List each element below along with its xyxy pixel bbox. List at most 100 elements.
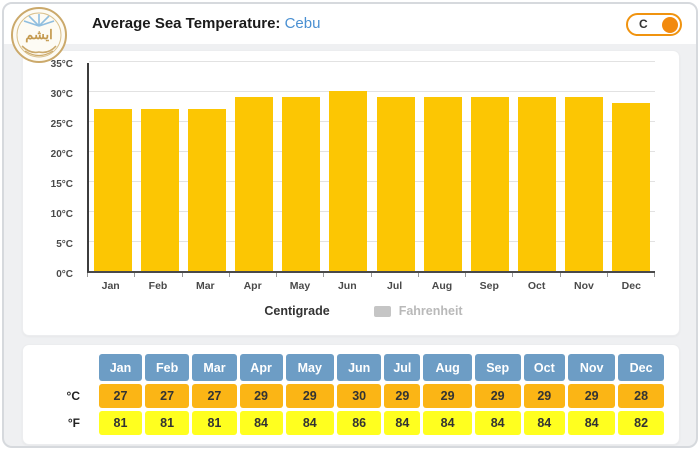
cell-f-jan: 81 <box>99 411 142 435</box>
unit-toggle-knob-icon <box>662 16 678 33</box>
title-text: Average Sea Temperature: <box>92 15 281 32</box>
page-title: Average Sea Temperature: Cebu <box>92 4 320 44</box>
cell-f-feb: 81 <box>144 411 190 435</box>
tick-dec <box>608 273 655 277</box>
bar-chart: 0°C 5°C 10°C 15°C 20°C 25°C 30°C 35°C <box>23 59 679 280</box>
unit-toggle-label: C <box>639 17 648 31</box>
tick-may <box>277 273 325 277</box>
site-logo-icon: ايشم <box>11 7 67 63</box>
row-label-celsius: °C <box>66 389 80 403</box>
table-header-jul: Jul <box>384 354 421 381</box>
legend-item-fahrenheit[interactable]: Fahrenheit <box>373 304 463 318</box>
bar-jul[interactable] <box>376 97 415 271</box>
table-header-may: May <box>285 354 335 381</box>
bar-feb[interactable] <box>140 109 179 271</box>
table-header-oct: Oct <box>523 354 566 381</box>
y-axis-label-15: 15°C <box>50 179 73 190</box>
bar-sep[interactable] <box>470 97 509 271</box>
tick-aug <box>419 273 466 277</box>
cell-c-mar: 27 <box>192 384 237 408</box>
tick-feb <box>135 273 183 277</box>
bar-oct[interactable] <box>517 97 556 271</box>
x-label-feb: Feb <box>148 280 168 292</box>
tick-jun <box>324 273 372 277</box>
y-axis-label-0: 0°C <box>56 269 73 280</box>
cell-f-jul: 84 <box>384 411 421 435</box>
gridline-5 <box>89 241 655 242</box>
tick-nov <box>561 273 608 277</box>
x-label-apr: Apr <box>243 280 262 292</box>
cell-f-nov: 84 <box>568 411 616 435</box>
bar-jun[interactable] <box>329 91 368 271</box>
cell-f-mar: 81 <box>192 411 237 435</box>
logo-text: ايشم <box>25 27 52 43</box>
x-axis-labels: Jan Feb Mar Apr May Jun Jul Aug Sep Oct Nov Dec <box>87 280 655 292</box>
table-header-jan: Jan <box>99 354 142 381</box>
tick-jul <box>372 273 419 277</box>
cell-f-may: 84 <box>285 411 335 435</box>
x-label-jul: Jul <box>387 280 403 292</box>
bar-nov[interactable] <box>565 97 604 271</box>
x-label-nov: Nov <box>574 280 594 292</box>
table-header-feb: Feb <box>144 354 190 381</box>
bars <box>89 63 655 271</box>
cell-c-apr: 29 <box>239 384 283 408</box>
y-axis: 0°C 5°C 10°C 15°C 20°C 25°C 30°C 35°C <box>23 59 87 280</box>
table-header-jun: Jun <box>337 354 382 381</box>
plot-area <box>87 61 655 273</box>
legend-fahrenheit-label: Fahrenheit <box>398 304 463 318</box>
cell-f-sep: 84 <box>474 411 521 435</box>
bar-jan[interactable] <box>93 109 132 271</box>
x-label-aug: Aug <box>431 280 453 292</box>
bar-dec[interactable] <box>612 103 651 271</box>
tick-oct <box>513 273 561 277</box>
cell-c-aug: 29 <box>423 384 472 408</box>
table-header-apr: Apr <box>239 354 283 381</box>
cell-f-apr: 84 <box>239 411 283 435</box>
y-axis-label-25: 25°C <box>50 119 73 130</box>
tick-apr <box>230 273 277 277</box>
widget-header: ايشم Average Sea Temperature: Cebu C <box>4 4 696 63</box>
x-label-mar: Mar <box>195 280 215 292</box>
fahrenheit-swatch-icon <box>373 305 391 317</box>
x-label-dec: Dec <box>621 280 641 292</box>
cell-c-jan: 27 <box>99 384 142 408</box>
legend-centigrade-label: Centigrade <box>264 304 330 318</box>
cell-c-dec: 28 <box>618 384 664 408</box>
cell-c-nov: 29 <box>568 384 616 408</box>
bar-mar[interactable] <box>187 109 226 271</box>
bar-may[interactable] <box>282 97 321 271</box>
cell-f-jun: 86 <box>337 411 382 435</box>
y-axis-label-30: 30°C <box>50 89 73 100</box>
gridline-10 <box>89 211 655 212</box>
cell-c-jul: 29 <box>384 384 421 408</box>
tick-sep <box>466 273 514 277</box>
row-label-fahrenheit: °F <box>67 416 80 430</box>
y-axis-label-10: 10°C <box>50 209 73 220</box>
table-header-sep: Sep <box>474 354 521 381</box>
x-label-may: May <box>289 280 311 292</box>
location-link[interactable]: Cebu <box>284 15 321 32</box>
bar-apr[interactable] <box>235 97 274 271</box>
table-header-dec: Dec <box>618 354 664 381</box>
legend: Centigrade Fahrenheit <box>23 304 679 318</box>
x-label-jun: Jun <box>337 280 357 292</box>
tick-mar <box>183 273 230 277</box>
cell-c-oct: 29 <box>523 384 566 408</box>
table-header-mar: Mar <box>192 354 237 381</box>
gridline-20 <box>89 151 655 152</box>
x-label-oct: Oct <box>527 280 546 292</box>
gridline-15 <box>89 181 655 182</box>
centigrade-swatch-icon <box>239 306 256 317</box>
table-corner-cell <box>38 354 96 381</box>
tick-jan <box>88 273 136 277</box>
bar-aug[interactable] <box>423 97 462 271</box>
gridline-35 <box>89 61 655 62</box>
legend-item-centigrade[interactable]: Centigrade <box>239 304 329 318</box>
unit-toggle[interactable]: C <box>626 13 682 36</box>
temperature-table-card: Jan Feb Mar Apr May Jun Jul Aug Sep Oct Nov Dec °C 27… <box>22 344 680 445</box>
table-header-nov: Nov <box>568 354 616 381</box>
cell-f-oct: 84 <box>523 411 566 435</box>
y-axis-label-5: 5°C <box>56 239 73 250</box>
